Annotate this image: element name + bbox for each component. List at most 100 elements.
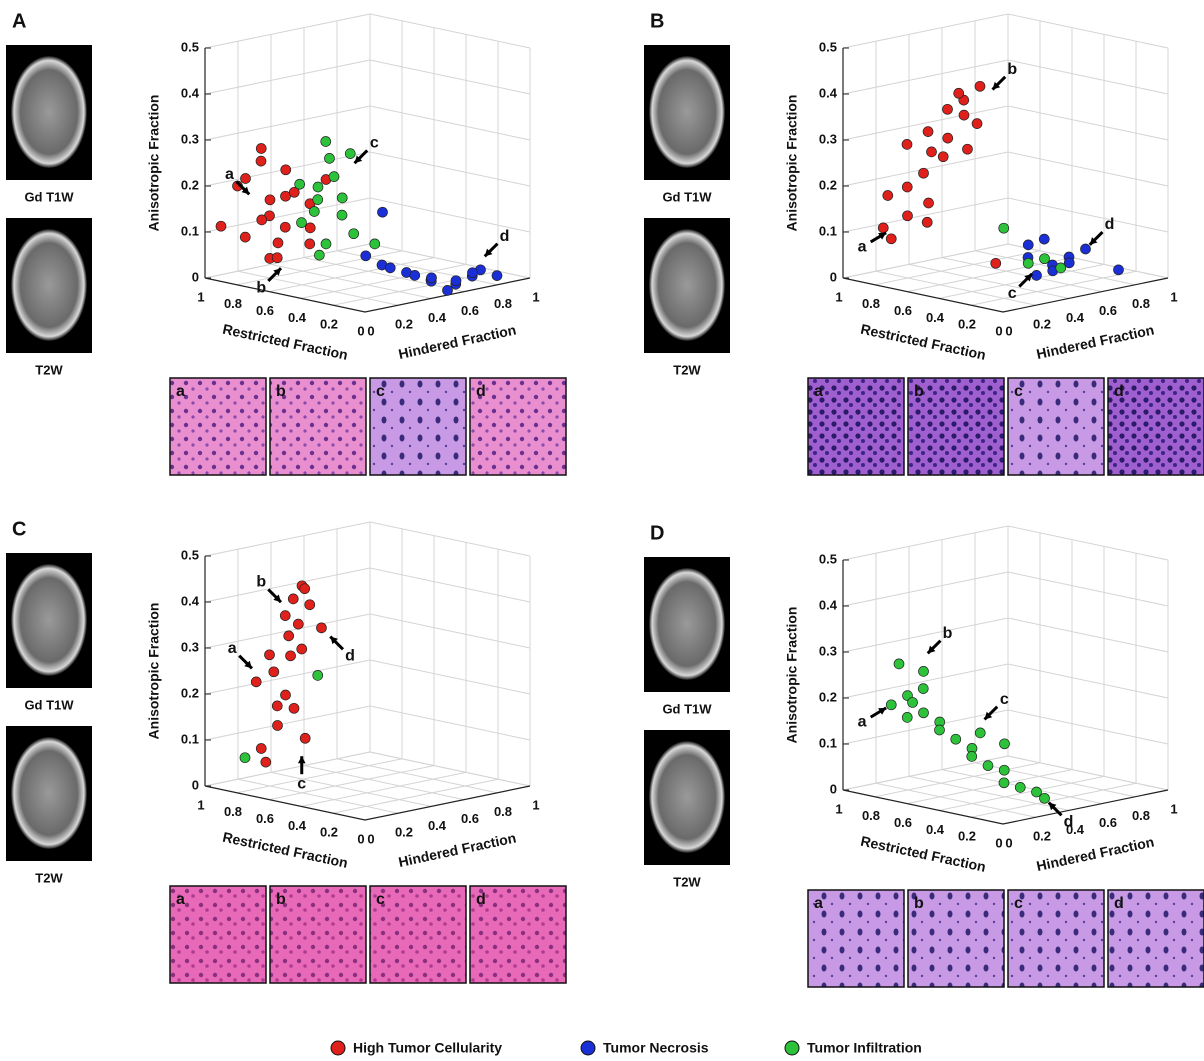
data-point: [297, 644, 307, 654]
data-point: [1081, 244, 1091, 254]
data-point: [894, 659, 904, 669]
data-point: [886, 234, 896, 244]
data-point: [321, 239, 331, 249]
image-label: Gd T1W: [24, 189, 74, 204]
y-tick-label: 0.4: [1066, 310, 1085, 325]
grid-line: [843, 526, 1008, 560]
x-tick-label: 0.2: [320, 317, 338, 332]
panel-letter: C: [12, 518, 26, 540]
data-point: [918, 684, 928, 694]
x-tick-label: 1: [835, 289, 842, 304]
z-tick-label: 0.5: [181, 547, 199, 562]
data-point: [251, 677, 261, 687]
data-point: [1000, 739, 1010, 749]
x-tick-label: 0.4: [288, 310, 307, 325]
z-tick-label: 0.3: [819, 643, 837, 658]
data-point: [349, 229, 359, 239]
image-label: T2W: [673, 874, 701, 889]
histology-label: d: [476, 891, 486, 908]
panel-letter: A: [12, 10, 26, 32]
z-tick-label: 0.5: [819, 551, 837, 566]
x-tick-label: 0.2: [958, 829, 976, 844]
grid-line: [370, 14, 530, 48]
y-tick-label: 0.8: [494, 804, 512, 819]
data-point: [289, 703, 299, 713]
z-axis-label: Anisotropic Fraction: [146, 95, 162, 232]
data-point: [300, 733, 310, 743]
grid-line: [370, 660, 530, 694]
annotation-label: a: [228, 640, 237, 657]
grid-line: [1008, 106, 1168, 140]
data-point: [903, 211, 913, 221]
data-point: [902, 712, 912, 722]
x-tick-label: 0.4: [926, 310, 945, 325]
data-point: [280, 222, 290, 232]
z-axis-label: Anisotropic Fraction: [784, 95, 800, 232]
histology-label: b: [276, 383, 286, 400]
grid-line: [370, 706, 530, 740]
data-point: [967, 751, 977, 761]
x-tick-label: 0: [357, 323, 364, 338]
data-point: [313, 195, 323, 205]
data-point: [886, 700, 896, 710]
axis-line: [843, 790, 1168, 824]
grid-line: [843, 244, 1008, 278]
annotation-label: a: [858, 238, 867, 255]
grid-line: [939, 264, 1104, 298]
data-point: [938, 152, 948, 162]
y-tick-label: 0.6: [461, 811, 479, 826]
data-point: [305, 223, 315, 233]
histology-label: a: [814, 895, 823, 912]
data-point: [378, 207, 388, 217]
data-point: [345, 149, 355, 159]
grid-line: [205, 14, 370, 48]
data-point: [314, 250, 324, 260]
data-point: [1056, 263, 1066, 273]
data-point: [975, 728, 985, 738]
z-tick-label: 0.3: [181, 639, 199, 654]
data-point: [300, 584, 310, 594]
data-point: [288, 594, 298, 604]
grid-line: [942, 258, 1102, 292]
data-point: [269, 667, 279, 677]
data-point: [935, 725, 945, 735]
image-label: Gd T1W: [24, 697, 74, 712]
legend-label: Tumor Infiltration: [807, 1040, 922, 1056]
grid-line: [205, 522, 370, 556]
histology-label: a: [176, 383, 185, 400]
grid-line: [843, 618, 1008, 652]
mri-brain: [11, 737, 87, 849]
data-point: [1023, 240, 1033, 250]
data-point: [240, 232, 250, 242]
z-tick-label: 0.1: [819, 735, 837, 750]
histology-label: c: [376, 891, 385, 908]
data-point: [385, 263, 395, 273]
z-axis-label: Anisotropic Fraction: [146, 603, 162, 740]
annotation-label: b: [943, 625, 953, 642]
grid-line: [370, 152, 530, 186]
grid-line: [301, 772, 466, 806]
image-label: Gd T1W: [662, 189, 712, 204]
data-point: [1032, 270, 1042, 280]
grid-line: [205, 244, 370, 278]
grid-line: [1008, 60, 1168, 94]
legend-marker: [581, 1041, 595, 1055]
data-point: [337, 193, 347, 203]
data-point: [902, 139, 912, 149]
annotation-label: c: [370, 135, 379, 152]
data-point: [321, 137, 331, 147]
z-tick-label: 0.3: [819, 131, 837, 146]
y-tick-label: 0.2: [395, 825, 413, 840]
x-tick-label: 0.2: [958, 317, 976, 332]
data-point: [983, 761, 993, 771]
grid-line: [205, 568, 370, 602]
x-tick-label: 0.4: [926, 822, 945, 837]
legend-label: High Tumor Cellularity: [353, 1040, 502, 1056]
data-point: [943, 104, 953, 114]
panel-letter: B: [650, 10, 664, 32]
grid-line: [205, 106, 370, 140]
annotation-label: b: [256, 279, 266, 296]
x-tick-label: 0.6: [894, 815, 912, 830]
y-tick-label: 0.6: [1099, 303, 1117, 318]
x-tick-label: 1: [197, 289, 204, 304]
